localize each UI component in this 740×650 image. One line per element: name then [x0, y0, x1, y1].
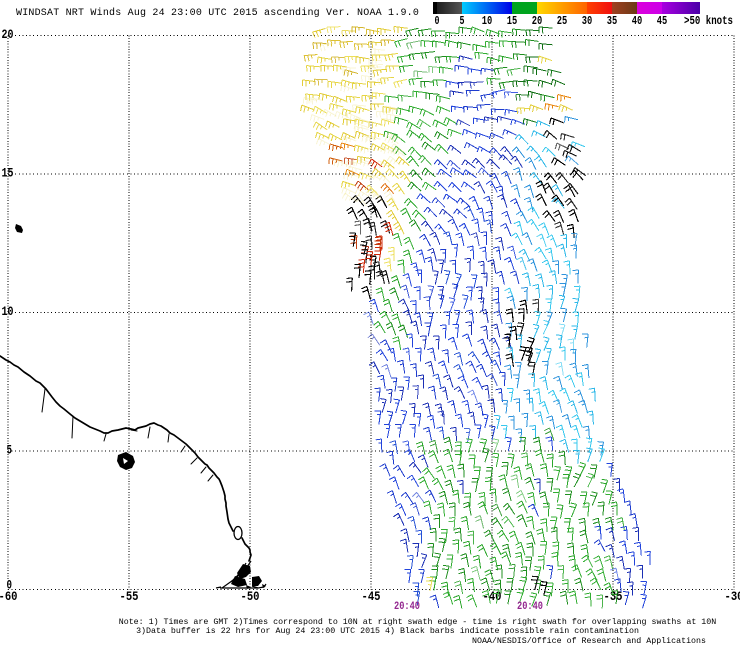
svg-text:Note: 1) Times are GMT 2)Times: Note: 1) Times are GMT 2)Times correspon… — [119, 617, 716, 627]
svg-text:>50 knots: >50 knots — [684, 14, 733, 28]
svg-text:20:40: 20:40 — [394, 601, 420, 613]
svg-text:-55: -55 — [120, 590, 139, 604]
svg-text:-35: -35 — [604, 590, 623, 604]
svg-text:0: 0 — [435, 14, 440, 28]
svg-text:5: 5 — [460, 14, 465, 28]
svg-text:45: 45 — [657, 14, 668, 28]
svg-text:30: 30 — [582, 14, 593, 28]
svg-text:10: 10 — [482, 14, 493, 28]
svg-text:0: 0 — [7, 579, 13, 593]
svg-text:15: 15 — [2, 167, 14, 181]
svg-text:20: 20 — [2, 28, 14, 42]
svg-text:NOAA/NESDIS/Office of Research: NOAA/NESDIS/Office of Research and Appli… — [472, 636, 706, 646]
svg-text:WINDSAT NRT Winds Aug 24 23:00: WINDSAT NRT Winds Aug 24 23:00 UTC 2015 … — [16, 7, 419, 19]
svg-text:5: 5 — [7, 444, 13, 458]
svg-text:-60: -60 — [0, 590, 18, 604]
svg-text:25: 25 — [557, 14, 568, 28]
svg-text:20:40: 20:40 — [517, 601, 543, 613]
svg-text:-30: -30 — [725, 590, 740, 604]
svg-text:15: 15 — [507, 14, 518, 28]
svg-text:-45: -45 — [362, 590, 381, 604]
svg-text:20: 20 — [532, 14, 543, 28]
svg-text:-50: -50 — [241, 590, 260, 604]
svg-text:40: 40 — [632, 14, 643, 28]
svg-text:10: 10 — [2, 305, 14, 319]
svg-text:3)Data buffer is 22 hrs for Au: 3)Data buffer is 22 hrs for Aug 24 23:00… — [136, 626, 639, 636]
svg-text:35: 35 — [607, 14, 618, 28]
